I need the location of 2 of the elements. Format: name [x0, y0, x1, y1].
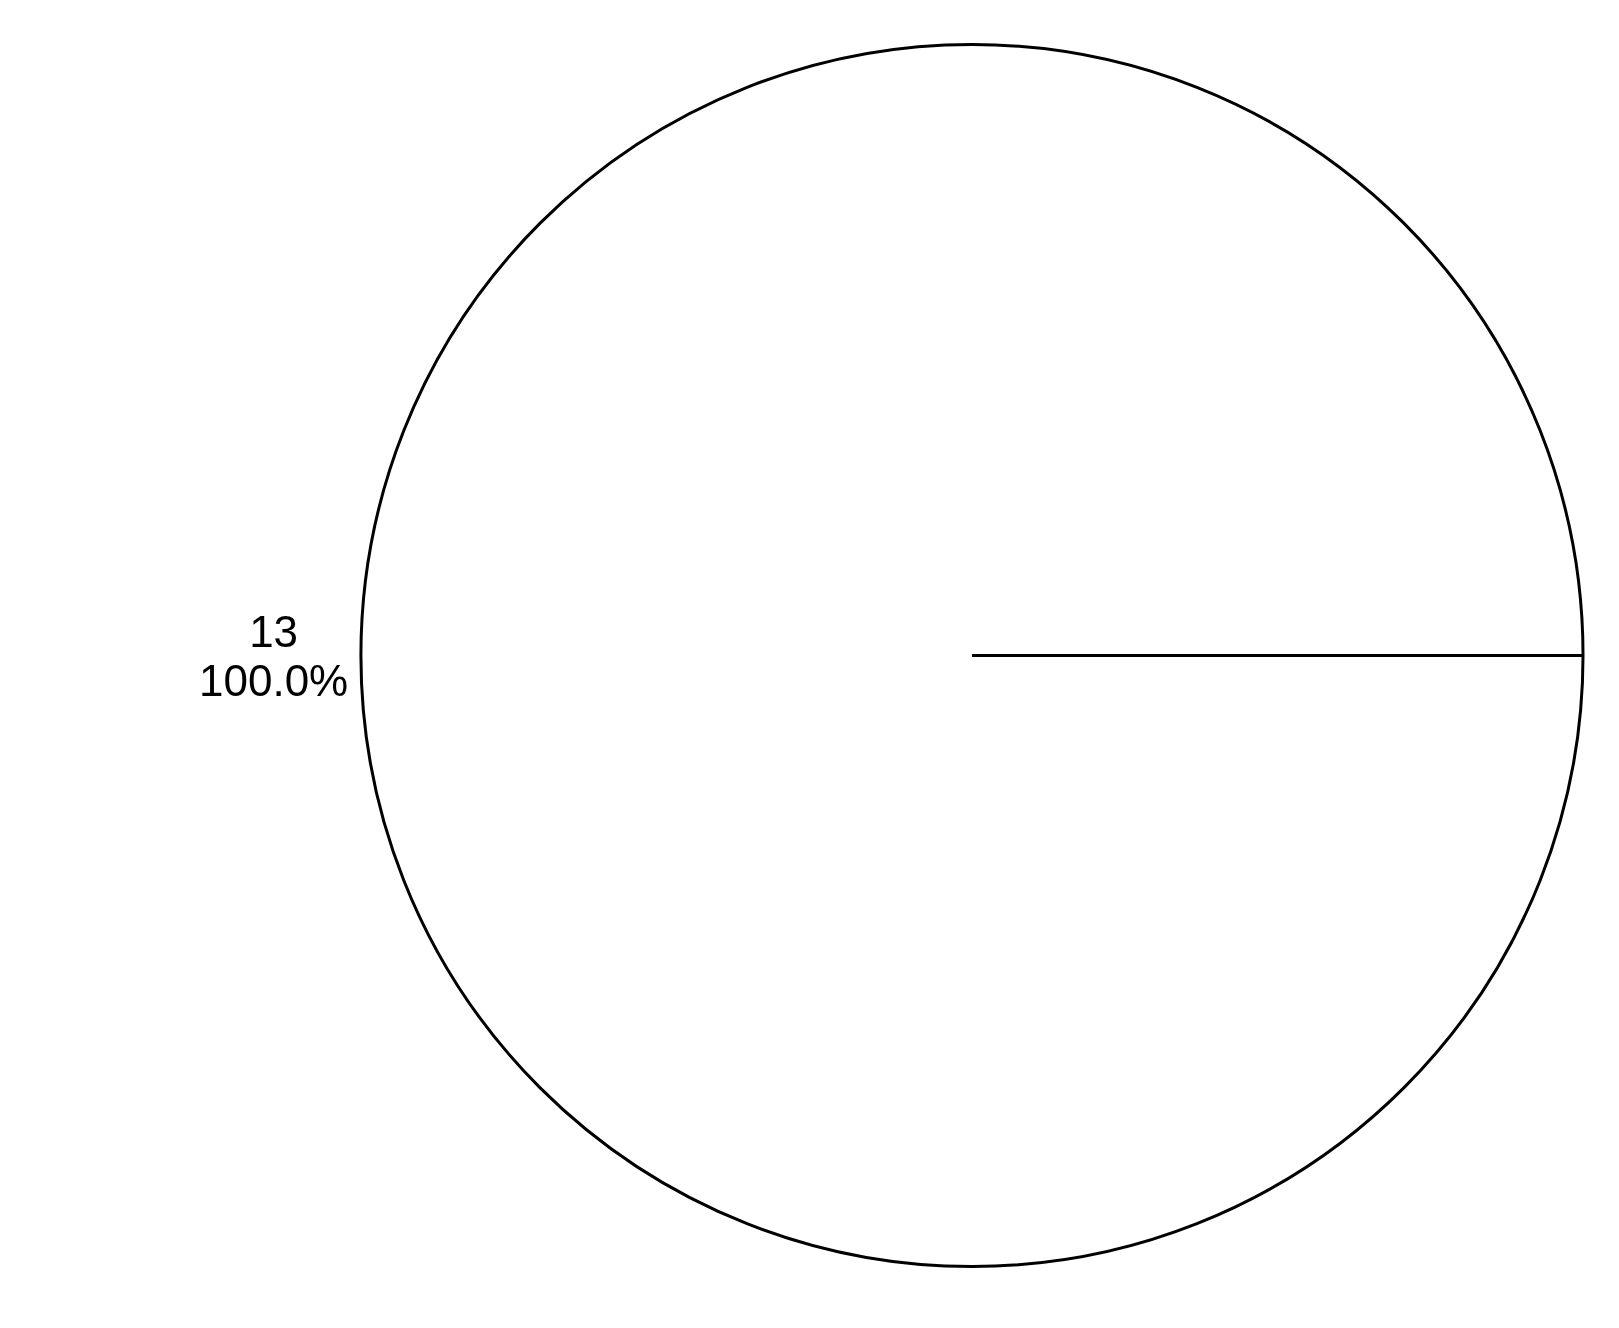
- text: 100.0%: [199, 655, 349, 705]
- data-label: 13: [249, 606, 299, 656]
